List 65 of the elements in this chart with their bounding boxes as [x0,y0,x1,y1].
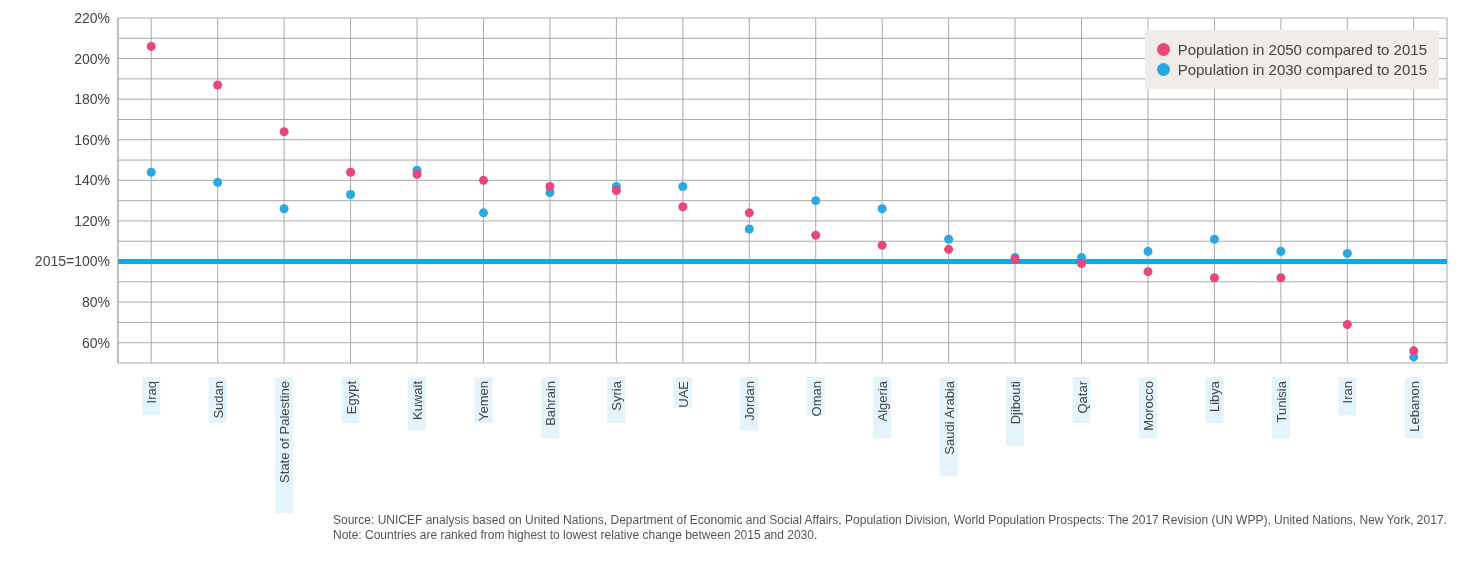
x-tick-label: Tunisia [1273,380,1289,423]
x-tick-label: UAE [675,380,691,408]
point [412,169,422,179]
y-tick-label: 80% [81,294,110,311]
x-tick-label: Kuwait [410,380,426,421]
point [146,167,156,177]
y-tick-label: 220% [74,9,110,26]
point [346,167,356,177]
point [1409,346,1419,356]
legend-label: Population in 2050 compared to 2015 [1177,41,1427,58]
point [346,190,356,200]
x-tick-label: Qatar [1074,380,1090,414]
point [944,234,954,244]
point [1209,273,1219,283]
point [1276,246,1286,256]
x-tick-label: Algeria [875,380,891,422]
source-note: Source: UNICEF analysis based on United Nations, Department of Economic and Social Affairs, Population Division, World Population Prospects: The 2017 Revision (UN WPP), United Nations, New York, 2017. Note: Countries are ranked from highest to lowest relative change between 2015 and 2030. [333,513,1448,543]
x-tick-label: Oman [808,381,824,417]
point [1276,273,1286,283]
point [678,181,688,191]
point [1143,267,1153,277]
point [478,175,488,185]
y-tick-label: 2015=100% [34,253,110,270]
point [611,185,621,196]
point [877,240,887,250]
point [1342,319,1352,329]
x-tick-label: Jordan [742,381,758,421]
x-tick-label: Egypt [343,380,359,415]
x-tick-label: Saudi Arabia [941,380,957,455]
point [811,230,821,240]
x-tick-label: Syria [609,380,625,411]
x-tick-label: Morocco [1140,381,1156,431]
point [1143,246,1153,256]
x-tick-label: Sudan [210,381,226,419]
x-tick-label: Djibouti [1008,380,1024,425]
x-tick-label: Iran [1340,381,1356,404]
x-tick-label: Libya [1207,380,1223,413]
point [213,177,223,187]
legend-label: Population in 2030 compared to 2015 [1177,61,1427,78]
x-tick-label: Iraq [144,381,160,404]
point [811,196,821,206]
point [877,204,887,214]
point [1209,234,1219,244]
point [678,202,688,212]
y-tick-label: 180% [74,91,110,108]
y-tick-label: 120% [74,212,110,229]
point [279,127,289,137]
point [146,41,156,51]
point [545,181,555,191]
x-tick-label: Yemen [476,381,492,421]
x-tick-label: Lebanon [1406,381,1422,432]
x-tick-label: State of Palestine [277,381,293,483]
y-tick-label: 140% [74,172,110,189]
point [744,224,754,234]
x-tick-label: Bahrain [542,381,558,426]
point [478,208,488,218]
y-tick-label: 160% [74,131,110,148]
point [744,208,754,218]
point [944,244,954,254]
point [1342,248,1352,258]
y-tick-label: 200% [74,50,110,67]
point [279,204,289,214]
point [213,80,223,90]
point [1077,259,1087,269]
y-tick-label: 60% [81,334,110,351]
